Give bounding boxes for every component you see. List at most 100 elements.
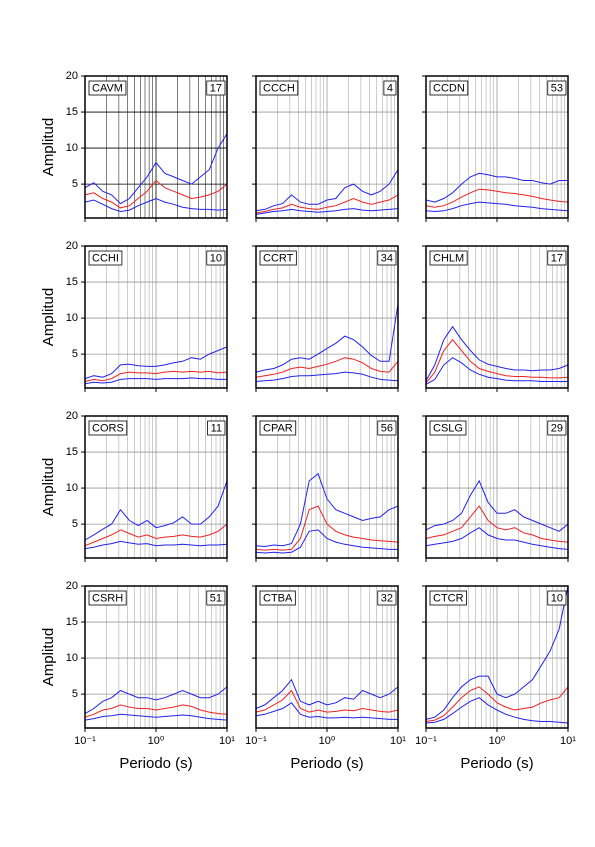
count-label: 53 [551,82,563,94]
count-label: 34 [381,252,393,264]
series-line [255,303,399,373]
count-label: 51 [210,592,222,604]
label-box [88,590,127,606]
y-tick-label: 15 [66,106,78,118]
x-axis-label: Periodo (s) [290,755,363,772]
count-label: 17 [210,82,222,94]
plot-frame [84,245,228,389]
label-box [259,590,296,606]
series-line [255,678,399,709]
series-line [425,188,569,208]
y-tick-label: 5 [72,518,78,530]
series-line [425,357,568,385]
plot-frame [255,245,399,389]
count-label: 10 [551,592,563,604]
count-label: 11 [211,422,222,434]
series-line [425,338,569,384]
panel: 10⁻¹ 10⁰ 10¹ CTBA 32 Periodo (s) [245,585,406,772]
y-tick-label: 20 [66,240,78,252]
panel: CCCH 4 [252,75,399,222]
label-box [259,250,297,266]
series-line [84,704,228,718]
series-line [84,346,228,380]
x-tick-label: 10⁻¹ [415,735,437,747]
label-box [259,420,297,436]
x-tick-label: 10⁰ [319,735,336,747]
station-label: CCCH [263,82,295,94]
label-box [88,80,127,96]
station-label: CHLM [433,252,464,264]
count-box [377,250,397,266]
series-line [425,697,569,724]
count-label: 17 [551,252,563,264]
series-line [425,201,569,213]
count-box [206,80,226,96]
station-label: CORS [92,422,124,434]
panel: CHLM 17 [422,245,569,392]
count-label: 29 [551,422,563,434]
series-line [255,169,399,212]
station-label: CCRT [263,252,294,264]
label-box [259,80,299,96]
y-tick-label: 10 [66,482,78,494]
y-tick-label: 10 [66,142,78,154]
plot-frame [84,585,228,729]
count-label: 4 [387,82,393,94]
x-axis-label: Periodo (s) [119,755,192,772]
count-box [377,590,397,606]
panel: 5 10 15 20 CCHI 10 Amplitud [40,240,228,392]
series-line [84,686,228,715]
series-line [84,523,228,547]
x-tick-label: 10¹ [219,735,235,747]
panel: CCRT 34 [252,245,399,392]
count-box [547,80,567,96]
y-tick-label: 5 [72,688,78,700]
station-label: CSRH [92,592,123,604]
series-line [425,172,568,203]
label-box [429,420,467,436]
plot-frame [255,585,399,729]
series-line [425,686,569,722]
series-line [255,505,399,551]
series-line [255,357,399,378]
y-axis-label: Amplitud [40,458,57,516]
x-tick-label: 10⁻¹ [245,735,267,747]
count-box [547,590,567,606]
y-tick-label: 5 [72,178,78,190]
y-tick-label: 20 [66,410,78,422]
label-box [88,250,123,266]
y-tick-label: 15 [66,446,78,458]
series-line [84,377,227,385]
series-line [255,689,399,713]
y-tick-label: 20 [66,70,78,82]
station-label: CPAR [263,422,293,434]
series-line [255,194,399,214]
plot-frame [84,415,228,559]
panel: CPAR 56 [252,415,399,562]
series-line [425,505,569,543]
y-axis-label: Amplitud [40,288,57,346]
count-label: 10 [210,252,222,264]
series-line [255,529,398,554]
label-box [88,420,128,436]
station-label: CTCR [433,592,464,604]
count-box [206,590,226,606]
x-tick-label: 10¹ [560,735,576,747]
y-axis-label: Amplitud [40,118,57,176]
series-line [84,713,228,721]
panel: 5 10 15 20 CORS 11 Amplitud [40,410,228,562]
series-line [255,208,399,215]
x-axis-label: Periodo (s) [460,755,533,772]
count-box [383,80,397,96]
series-line [425,325,569,382]
plot-frame [255,415,399,559]
count-box [377,420,397,436]
plot-frame [84,75,228,219]
x-tick-label: 10⁻¹ [74,735,96,747]
count-label: 32 [381,592,393,604]
series-line [425,585,569,720]
series-line [425,527,569,550]
panel: 10⁻¹ 10⁰ 10¹ CTCR 10 Periodo (s) [415,585,576,772]
station-label: CCHI [92,252,119,264]
